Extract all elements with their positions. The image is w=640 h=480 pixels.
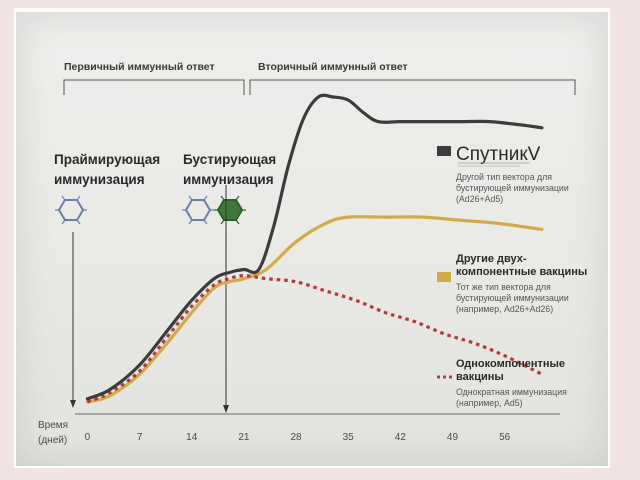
legend-desc-sputnik-2: бустирующей иммунизации: [456, 183, 569, 193]
series-layer: [85, 93, 544, 404]
legend-title-single-component-2: вакцины: [456, 371, 504, 383]
chart-photo: [16, 12, 608, 466]
series-sputnik-line: [85, 93, 544, 401]
virus-icon-boost-first: [182, 195, 214, 225]
phase-primary-bracket: [63, 79, 245, 95]
x-tick-label: 7: [137, 432, 143, 443]
phase-primary-label: Первичный иммунный ответ: [64, 61, 215, 73]
priming-arrowhead: [70, 400, 76, 408]
legend-desc-single-component-2: (например, Ad5): [456, 398, 523, 408]
legend-desc-single-component-1: Однократная иммунизация: [456, 387, 567, 397]
legend-swatch-sputnik: [437, 146, 451, 156]
x-tick-label: 28: [290, 432, 302, 443]
slide-frame-top: [0, 0, 640, 8]
virus-icon-priming: [55, 195, 87, 225]
priming-label-line2: иммунизация: [54, 172, 145, 187]
legend-desc-sputnik-3: (Ad26+Ad5): [456, 194, 503, 204]
legend-title-single-component-1: Однокомпонентные: [456, 358, 565, 370]
series-two-component-line: [85, 215, 544, 404]
boost-label-line1: Бустирующая: [183, 152, 276, 167]
legend-desc-sputnik-1: Другой тип вектора для: [456, 172, 552, 182]
legend-title-sputnik: СпутникV: [456, 144, 541, 165]
boost-arrowhead: [223, 405, 229, 413]
x-tick-label: 49: [447, 432, 459, 443]
series-single-component-line: [86, 273, 543, 404]
x-tick-label: 0: [85, 432, 91, 443]
slide-frame-bottom: [0, 468, 640, 480]
phase-secondary-label: Вторичный иммунный ответ: [258, 61, 408, 73]
x-axis-label-line2: (дней): [38, 435, 67, 446]
legend-title-two-component-1: Другие двух-: [456, 253, 527, 265]
boost-label-line2: иммунизация: [183, 172, 274, 187]
legend-desc-two-component-3: (например, Ad26+Ad26): [456, 304, 553, 314]
x-tick-label: 21: [238, 432, 250, 443]
x-tick-label: 14: [186, 432, 198, 443]
legend-desc-two-component-2: бустирующей иммунизации: [456, 293, 569, 303]
priming-label-line1: Праймирующая: [54, 152, 160, 167]
legend-desc-two-component-1: Тот же тип вектора для: [456, 282, 551, 292]
legend: СпутникV Другой тип вектора для бустирую…: [437, 144, 587, 408]
x-tick-label: 35: [343, 432, 355, 443]
slide-frame-right: [610, 0, 640, 480]
legend-swatch-two-component: [437, 272, 451, 282]
virus-icon-boost-second: [214, 195, 246, 225]
x-axis-label-line1: Время: [38, 420, 68, 431]
legend-title-two-component-2: компонентные вакцины: [456, 266, 587, 278]
slide-frame-left: [0, 0, 14, 480]
x-axis-ticks: 0 7 14 21 28 35 42 49 56: [85, 432, 511, 443]
sputnik-logo: СпутникV: [456, 144, 541, 167]
phase-secondary-bracket: [249, 79, 576, 95]
x-tick-label: 56: [499, 432, 511, 443]
x-tick-label: 42: [395, 432, 407, 443]
